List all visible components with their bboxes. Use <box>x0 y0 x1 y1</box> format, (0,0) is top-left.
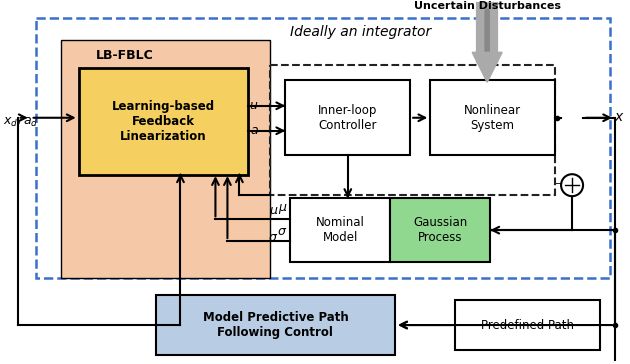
Text: Ideally an integrator: Ideally an integrator <box>290 25 432 39</box>
Circle shape <box>561 174 583 196</box>
Text: Inner-loop
Controller: Inner-loop Controller <box>318 104 377 132</box>
Text: $x$: $x$ <box>614 110 625 124</box>
Text: Learning-based
Feedback
Linearization: Learning-based Feedback Linearization <box>112 100 215 143</box>
Bar <box>36 18 610 278</box>
Polygon shape <box>472 52 502 82</box>
Bar <box>430 80 555 155</box>
Text: $a$: $a$ <box>249 124 258 137</box>
Bar <box>390 198 490 262</box>
Text: Model Predictive Path
Following Control: Model Predictive Path Following Control <box>202 311 348 339</box>
Text: $-$: $-$ <box>554 177 563 187</box>
Bar <box>79 68 248 175</box>
Text: $u$: $u$ <box>249 99 258 112</box>
Bar <box>285 80 410 155</box>
Text: $\sigma$: $\sigma$ <box>277 225 287 238</box>
Bar <box>290 198 390 262</box>
Text: Nonlinear
System: Nonlinear System <box>464 104 521 132</box>
Bar <box>270 65 555 195</box>
Text: Uncertain Disturbances: Uncertain Disturbances <box>414 1 561 11</box>
Text: $\mu$: $\mu$ <box>278 202 287 216</box>
Text: Predefined Path: Predefined Path <box>481 318 574 332</box>
Text: Gaussian
Process: Gaussian Process <box>413 216 467 244</box>
Text: $\sigma$: $\sigma$ <box>268 231 278 244</box>
Text: $x_d,a_d$: $x_d,a_d$ <box>3 116 38 129</box>
Text: $\mu$: $\mu$ <box>269 205 278 219</box>
Bar <box>156 295 395 355</box>
Bar <box>455 300 600 350</box>
Text: Nominal
Model: Nominal Model <box>316 216 365 244</box>
Text: LB-FBLC: LB-FBLC <box>96 49 153 62</box>
Bar <box>60 40 270 278</box>
